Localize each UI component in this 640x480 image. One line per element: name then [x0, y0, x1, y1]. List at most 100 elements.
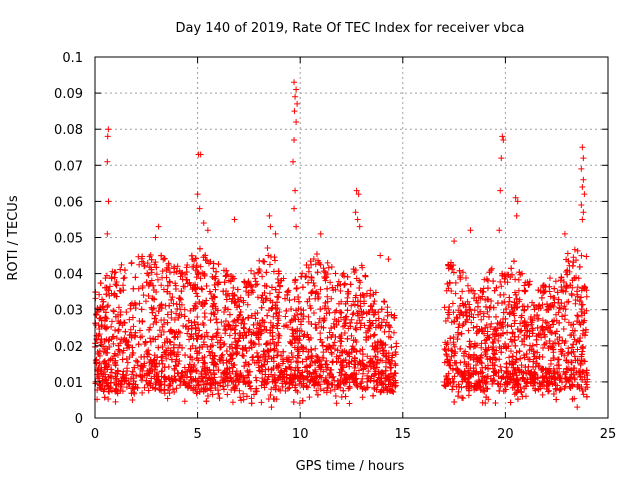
data-point — [293, 86, 300, 93]
data-point — [291, 296, 298, 303]
data-point — [198, 285, 205, 292]
data-point — [166, 390, 173, 397]
data-point — [222, 317, 229, 324]
data-point — [449, 383, 456, 390]
data-point — [348, 316, 355, 323]
data-point — [505, 301, 512, 308]
data-point — [268, 404, 275, 411]
data-point — [264, 347, 271, 354]
data-point — [197, 263, 204, 270]
data-point — [344, 273, 351, 280]
data-point — [240, 353, 247, 360]
data-point — [359, 375, 366, 382]
data-point — [126, 316, 133, 323]
data-point — [468, 319, 475, 326]
data-point — [256, 324, 263, 331]
data-point — [258, 304, 265, 311]
data-point — [160, 256, 167, 263]
data-point — [320, 317, 327, 324]
data-point — [100, 348, 107, 355]
data-point — [559, 313, 566, 320]
data-point — [507, 399, 514, 406]
data-point — [187, 354, 194, 361]
data-point — [121, 267, 128, 274]
data-point — [200, 220, 207, 227]
data-point — [329, 359, 336, 366]
data-point — [308, 358, 315, 365]
data-point — [155, 223, 162, 230]
data-point — [579, 183, 586, 190]
data-point — [508, 323, 515, 330]
data-point — [117, 266, 124, 273]
data-point — [197, 275, 204, 282]
data-point — [497, 292, 504, 299]
data-point — [171, 367, 178, 374]
data-point — [316, 315, 323, 322]
data-point — [491, 377, 498, 384]
data-point — [201, 313, 208, 320]
data-point — [172, 280, 179, 287]
data-point — [271, 396, 278, 403]
data-point — [241, 320, 248, 327]
data-point — [359, 264, 366, 271]
data-point — [127, 375, 134, 382]
data-point — [140, 292, 147, 299]
x-tick-label: 10 — [292, 427, 309, 442]
data-point — [356, 367, 363, 374]
data-point — [261, 258, 268, 265]
data-point — [211, 281, 218, 288]
data-point — [482, 400, 489, 407]
data-point — [327, 279, 334, 286]
data-point — [208, 336, 215, 343]
data-point — [520, 375, 527, 382]
data-point — [538, 334, 545, 341]
data-point — [104, 158, 111, 165]
data-point — [325, 264, 332, 271]
data-point — [584, 384, 591, 391]
data-point — [356, 223, 363, 230]
data-point — [171, 316, 178, 323]
data-point — [557, 386, 564, 393]
data-point — [142, 298, 149, 305]
data-point — [370, 392, 377, 399]
chart-title: Day 140 of 2019, Rate Of TEC Index for r… — [176, 21, 525, 36]
data-point — [328, 351, 335, 358]
y-tick-label: 0.05 — [54, 232, 83, 247]
data-point — [335, 300, 342, 307]
data-point — [129, 396, 136, 403]
data-point — [224, 391, 231, 398]
data-point — [496, 227, 503, 234]
data-point — [251, 270, 258, 277]
data-point — [230, 379, 237, 386]
data-point — [583, 293, 590, 300]
data-point — [565, 345, 572, 352]
data-point — [290, 399, 297, 406]
data-point — [339, 272, 346, 279]
data-point — [240, 396, 247, 403]
data-point — [464, 282, 471, 289]
data-point — [135, 285, 142, 292]
data-point — [470, 324, 477, 331]
data-point — [290, 158, 297, 165]
data-point — [152, 234, 159, 241]
data-point — [171, 389, 178, 396]
data-point — [267, 253, 274, 260]
x-tick-label: 15 — [395, 427, 412, 442]
data-point — [348, 302, 355, 309]
data-point — [517, 355, 524, 362]
data-point — [569, 344, 576, 351]
data-point — [575, 313, 582, 320]
data-point — [105, 396, 112, 403]
data-point — [511, 391, 518, 398]
data-point — [317, 306, 324, 313]
data-point — [501, 340, 508, 347]
data-point — [115, 326, 122, 333]
data-point — [232, 330, 239, 337]
data-point — [220, 386, 227, 393]
data-point — [152, 312, 159, 319]
y-tick-label: 0.06 — [54, 195, 83, 210]
data-point — [580, 391, 587, 398]
data-point — [458, 330, 465, 337]
data-point — [451, 398, 458, 405]
data-point — [146, 379, 153, 386]
